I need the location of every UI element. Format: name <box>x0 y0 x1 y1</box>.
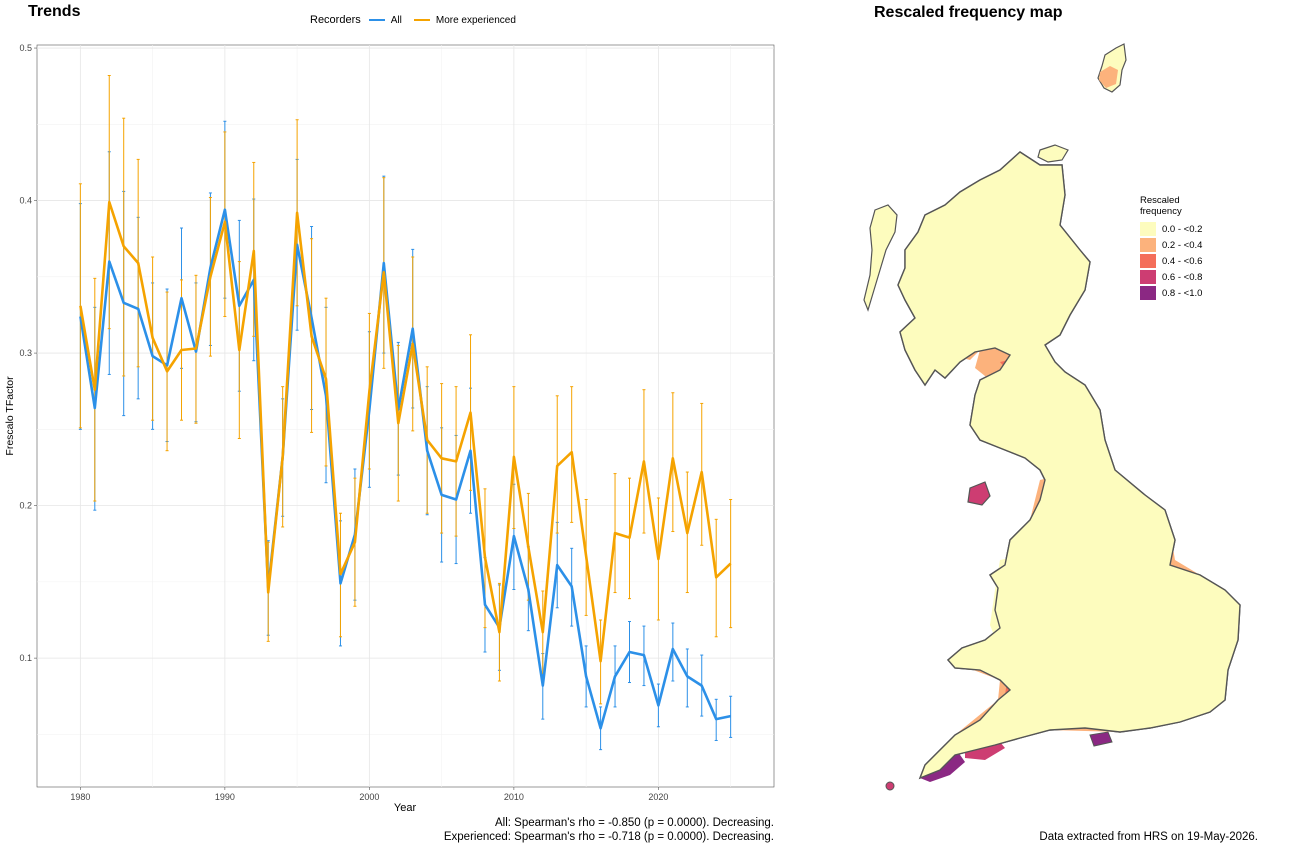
map-legend-swatch <box>1140 286 1156 300</box>
extract-note: Data extracted from HRS on 19-May-2026. <box>1039 831 1258 843</box>
map-legend-item: 0.2 - <0.4 <box>1140 237 1220 253</box>
legend-swatch-experienced <box>413 19 430 21</box>
map-legend-title: Rescaled frequency <box>1140 195 1182 217</box>
map-title: Rescaled frequency map <box>874 4 1063 21</box>
map-legend-label: 0.6 - <0.8 <box>1162 271 1203 283</box>
map-legend: Rescaled frequency 0.0 - <0.2 0.2 - <0.4… <box>1140 195 1220 301</box>
y-axis-label: Frescalo TFactor <box>4 376 16 456</box>
y-tick-label: 0.2 <box>19 501 32 511</box>
series-line-all <box>79 208 731 730</box>
map-legend-label: 0.0 - <0.2 <box>1162 223 1203 235</box>
map-legend-label: 0.2 - <0.4 <box>1162 239 1203 251</box>
stats-all: All: Spearman's rho = -0.850 (p = 0.0000… <box>495 817 774 829</box>
map-legend-label: 0.8 - <1.0 <box>1162 287 1203 299</box>
map-legend-item: 0.0 - <0.2 <box>1140 221 1220 237</box>
legend-label-experienced: More experienced <box>435 14 516 26</box>
legend-title: Recorders <box>310 14 361 26</box>
map-legend-swatch <box>1140 238 1156 252</box>
y-tick-label: 0.5 <box>19 43 32 53</box>
x-axis-label: Year <box>394 802 417 814</box>
map-legend-item: 0.8 - <1.0 <box>1140 285 1220 301</box>
map-legend-swatch <box>1140 222 1156 236</box>
map-hebrides <box>863 204 898 312</box>
plot-panel <box>36 44 775 788</box>
map-scilly <box>885 781 895 791</box>
legend-label-all: All <box>390 14 402 26</box>
x-tick-label: 1980 <box>70 792 90 802</box>
x-tick-label: 2010 <box>504 792 524 802</box>
x-tick-label: 2000 <box>359 792 379 802</box>
map-legend-label: 0.4 - <0.6 <box>1162 255 1203 267</box>
x-tick-label: 2020 <box>648 792 668 802</box>
map-isle-of-wight <box>1089 731 1113 747</box>
legend-item-experienced: More experienced <box>413 14 516 26</box>
map-legend-item: 0.4 - <0.6 <box>1140 253 1220 269</box>
map-legend-swatch <box>1140 270 1156 284</box>
map-orkney <box>1037 144 1069 163</box>
grid-layer <box>37 45 774 787</box>
map-anglesey <box>967 481 991 506</box>
y-tick-label: 0.1 <box>19 653 32 663</box>
x-tick-label: 1990 <box>215 792 235 802</box>
stats-experienced: Experienced: Spearman's rho = -0.718 (p … <box>443 831 774 843</box>
y-tick-label: 0.3 <box>19 348 32 358</box>
axis-layer: 1980 1990 2000 2010 2020 0.1 0.2 0.3 0.4 0.5 <box>19 43 668 802</box>
series-legend: Recorders All More experienced <box>310 13 528 27</box>
legend-swatch-all <box>368 19 385 21</box>
map-shetland-hotspot <box>1099 66 1118 88</box>
map-legend-item: 0.6 - <0.8 <box>1140 269 1220 285</box>
line-layer <box>79 200 732 730</box>
map-legend-swatch <box>1140 254 1156 268</box>
y-tick-label: 0.4 <box>19 196 32 206</box>
series-line-experienced <box>79 200 732 663</box>
legend-item-all: All <box>368 14 402 26</box>
trends-title: Trends <box>28 3 81 20</box>
